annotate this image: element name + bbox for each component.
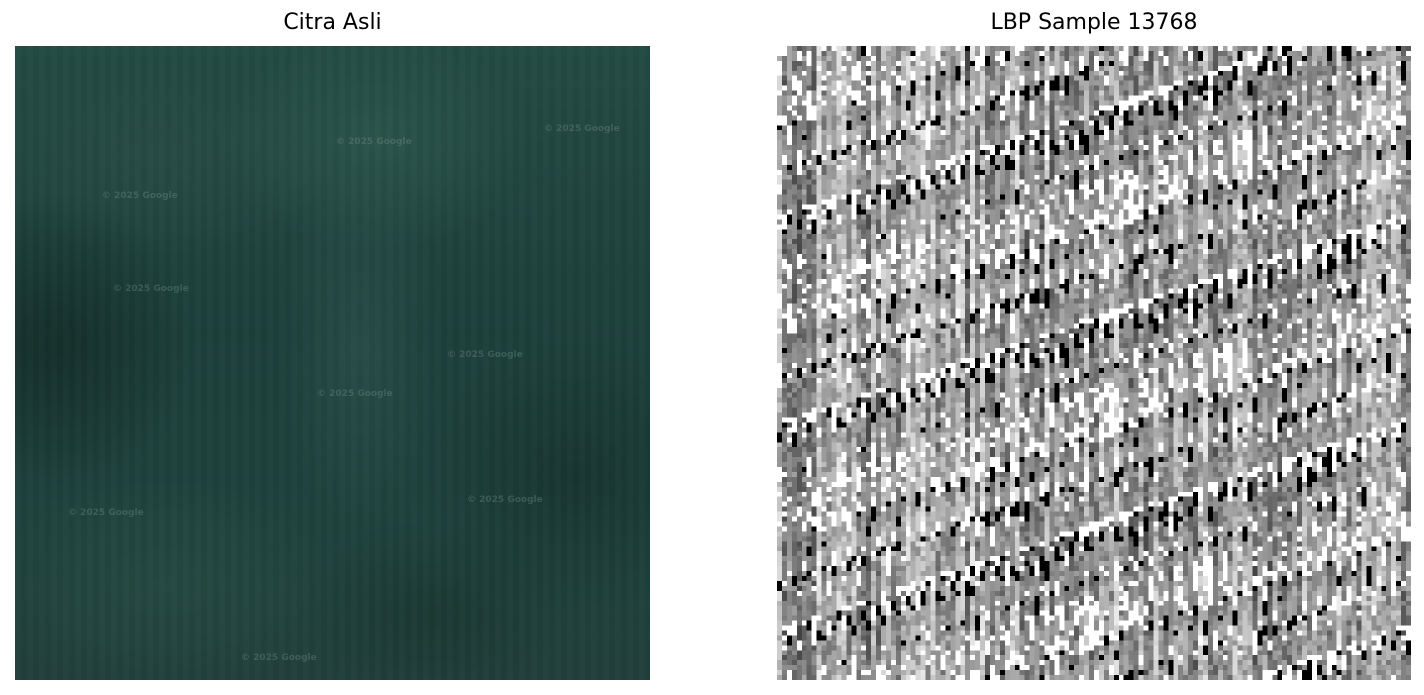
satellite-texture [15, 46, 650, 680]
lbp-image-title: LBP Sample 13768 [990, 10, 1198, 35]
google-watermark: © 2025 Google [544, 124, 620, 134]
original-satellite-image: © 2025 Google © 2025 Google © 2025 Googl… [15, 46, 650, 680]
google-watermark: © 2025 Google [467, 495, 543, 505]
google-watermark: © 2025 Google [317, 389, 393, 399]
google-watermark: © 2025 Google [336, 137, 412, 147]
google-watermark: © 2025 Google [102, 191, 178, 201]
google-watermark: © 2025 Google [68, 508, 144, 518]
google-watermark: © 2025 Google [241, 653, 317, 663]
original-image-title: Citra Asli [283, 10, 382, 35]
lbp-texture-image [777, 46, 1411, 680]
lbp-pattern-canvas [777, 46, 1411, 680]
google-watermark: © 2025 Google [113, 284, 189, 294]
google-watermark: © 2025 Google [447, 350, 523, 360]
